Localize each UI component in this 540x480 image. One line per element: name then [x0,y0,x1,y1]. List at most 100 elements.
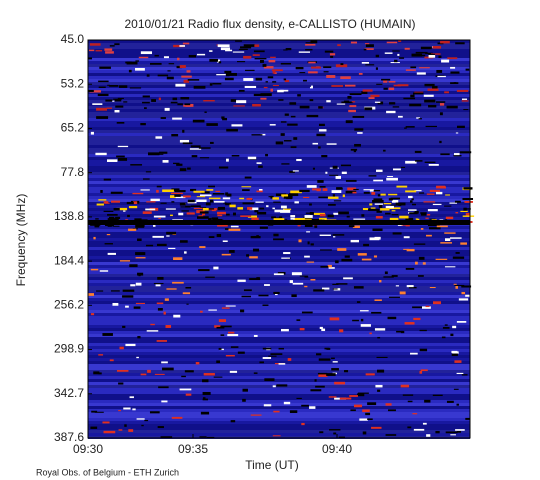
texture-row [88,400,470,403]
texture-speck [462,198,474,200]
texture-row [88,97,470,100]
y-tick-label: 298.9 [54,342,84,356]
texture-speck [346,215,350,218]
texture-speck [310,40,318,44]
texture-speck [375,384,383,388]
texture-speck [142,211,152,214]
texture-speck [332,288,338,290]
texture-speck [291,272,302,276]
texture-speck [162,160,169,163]
texture-speck [168,63,175,65]
texture-speck [428,163,439,166]
texture-speck [268,59,276,63]
texture-speck [417,275,424,277]
texture-speck [284,113,289,116]
texture-speck [327,196,339,199]
texture-speck [449,237,462,239]
texture-speck [256,277,260,280]
texture-speck [265,153,268,157]
texture-speck [354,128,364,131]
texture-speck [242,202,255,205]
texture-speck [465,208,471,210]
texture-speck [372,190,381,192]
texture-speck [428,53,436,55]
texture-speck [222,240,228,243]
texture-speck [428,104,437,108]
texture-speck [329,429,341,431]
texture-row [88,397,470,400]
texture-speck [154,373,165,375]
y-tick-label: 138.8 [54,209,84,223]
texture-speck [306,231,311,233]
texture-speck [117,97,124,99]
texture-speck [124,424,127,427]
texture-speck [209,199,214,203]
texture-speck [218,347,222,350]
texture-row [88,136,470,139]
texture-speck [389,207,401,210]
texture-speck [130,284,136,287]
y-tick-label: 45.0 [61,32,85,46]
texture-speck [444,219,448,221]
texture-speck [395,285,400,287]
texture-speck [368,97,375,100]
texture-speck [461,291,466,295]
texture-speck [217,206,225,210]
texture-speck [357,132,363,134]
texture-speck [309,86,313,89]
texture-row [88,322,470,325]
texture-speck [212,193,225,195]
texture-speck [410,200,413,203]
texture-row [88,55,470,58]
texture-speck [365,44,374,48]
texture-speck [109,216,115,219]
texture-speck [270,88,274,92]
texture-speck [440,242,453,244]
texture-speck [369,189,374,192]
texture-speck [340,76,351,80]
texture-speck [427,224,440,227]
texture-speck [137,238,142,242]
texture-speck [331,85,344,87]
texture-speck [395,202,406,206]
texture-row [88,187,470,190]
texture-speck [321,328,326,332]
texture-speck [187,167,191,170]
texture-speck [461,100,469,102]
texture-speck [172,117,182,120]
texture-speck [333,200,342,202]
texture-speck [224,228,231,230]
texture-speck [90,224,101,226]
texture-speck [142,95,150,98]
texture-row [88,316,470,319]
texture-row [88,88,470,91]
texture-speck [188,55,197,58]
texture-speck [138,56,149,59]
texture-speck [407,209,417,211]
texture-speck [283,78,287,81]
y-tick-label: 387.6 [54,430,84,444]
texture-speck [301,404,309,407]
texture-speck [207,208,215,210]
texture-speck [301,422,305,426]
texture-speck [132,192,144,195]
texture-speck [135,252,146,256]
texture-speck [230,225,239,228]
texture-speck [177,57,180,61]
texture-speck [160,117,166,119]
texture-speck [350,409,356,412]
texture-speck [450,333,454,337]
texture-speck [176,65,182,69]
texture-speck [331,368,339,371]
texture-speck [385,212,391,215]
texture-row [88,412,470,415]
texture-speck [276,384,288,387]
texture-row [88,133,470,136]
texture-speck [381,78,391,81]
texture-speck [125,343,136,347]
texture-speck [463,207,467,211]
texture-speck [275,193,287,197]
texture-speck [220,47,230,51]
texture-speck [344,255,350,258]
texture-speck [299,328,305,331]
